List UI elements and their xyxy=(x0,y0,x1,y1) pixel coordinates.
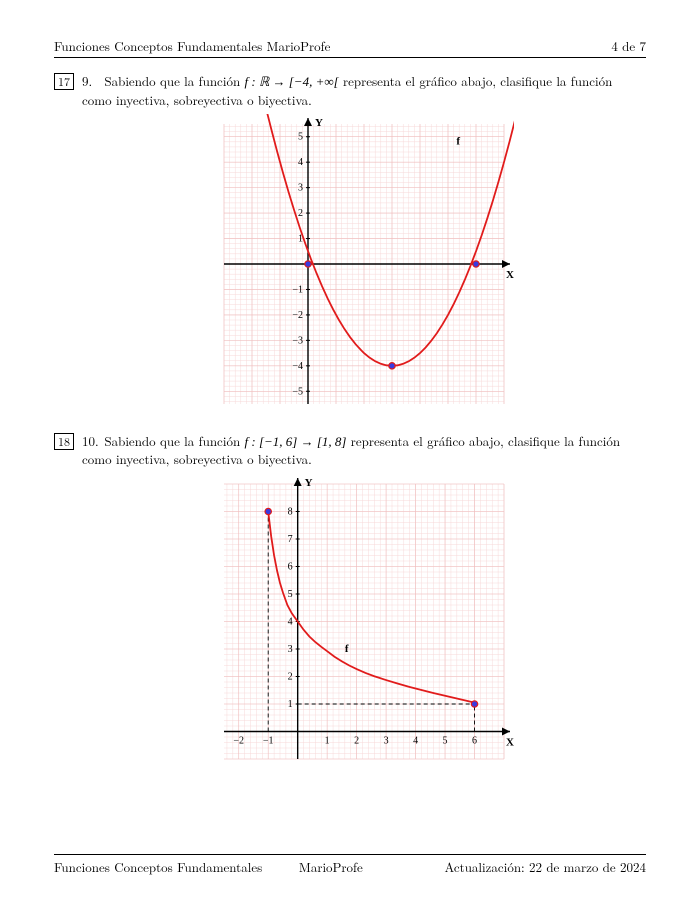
svg-text:8: 8 xyxy=(288,506,293,517)
exercise-17: 17 9. Sabiendo que la función f : ℝ → [−… xyxy=(54,72,646,418)
svg-text:7: 7 xyxy=(288,534,293,545)
svg-text:4: 4 xyxy=(298,157,303,168)
svg-text:−2: −2 xyxy=(292,310,303,321)
svg-text:2: 2 xyxy=(288,671,293,682)
chart-parabola: −5−4−3−2−112345XYf xyxy=(214,114,514,414)
svg-text:−4: −4 xyxy=(292,361,303,372)
exercise-text-a: Sabiendo que la función xyxy=(104,431,244,450)
svg-text:X: X xyxy=(506,269,514,281)
exercise-body: 10. Sabiendo que la función f : [−1, 6] … xyxy=(82,432,646,773)
exercise-number: 9. xyxy=(82,72,100,90)
svg-text:3: 3 xyxy=(288,644,293,655)
svg-text:3: 3 xyxy=(384,735,389,746)
svg-text:6: 6 xyxy=(472,735,477,746)
page-header: Funciones Conceptos Fundamentales MarioP… xyxy=(54,36,646,58)
svg-text:6: 6 xyxy=(288,561,293,572)
svg-text:5: 5 xyxy=(298,132,303,143)
svg-text:2: 2 xyxy=(354,735,359,746)
footer-right: Actualización: 22 de marzo de 2024 xyxy=(444,857,646,876)
function-def: f : ℝ → [−4, +∞[ xyxy=(245,74,339,89)
svg-text:−1: −1 xyxy=(292,285,303,296)
svg-text:−2: −2 xyxy=(233,735,244,746)
exercise-text-a: Sabiendo que la función xyxy=(104,71,244,90)
chart-reciprocal: −2 −1 1 2 3 4 5 6 1 2 3 4 5 6 7 8 X Yf xyxy=(214,474,514,769)
svg-text:f: f xyxy=(456,135,460,147)
svg-text:Y: Y xyxy=(315,117,323,129)
video-ref-box: 17 xyxy=(54,73,74,90)
svg-text:Y: Y xyxy=(305,477,313,489)
exercise-number: 10. xyxy=(82,432,100,450)
svg-text:−3: −3 xyxy=(292,335,303,346)
chart-2-wrap: −2 −1 1 2 3 4 5 6 1 2 3 4 5 6 7 8 X Yf xyxy=(82,474,646,773)
svg-text:4: 4 xyxy=(288,616,293,627)
svg-text:1: 1 xyxy=(325,735,330,746)
svg-text:3: 3 xyxy=(298,183,303,194)
footer-mid: MarioProfe xyxy=(299,857,363,876)
svg-text:X: X xyxy=(506,736,514,748)
svg-text:5: 5 xyxy=(443,735,448,746)
svg-text:−5: −5 xyxy=(292,386,303,397)
page-footer: Funciones Conceptos Fundamentales MarioP… xyxy=(54,854,646,876)
header-left: Funciones Conceptos Fundamentales MarioP… xyxy=(54,36,330,55)
exercise-18: 18 10. Sabiendo que la función f : [−1, … xyxy=(54,432,646,773)
header-right: 4 de 7 xyxy=(611,36,646,55)
function-def: f : [−1, 6] → [1, 8] xyxy=(245,434,347,449)
svg-text:−1: −1 xyxy=(263,735,274,746)
page: Funciones Conceptos Fundamentales MarioP… xyxy=(0,0,700,906)
chart-1-wrap: −5−4−3−2−112345XYf xyxy=(82,114,646,418)
svg-text:2: 2 xyxy=(298,208,303,219)
exercise-body: 9. Sabiendo que la función f : ℝ → [−4, … xyxy=(82,72,646,418)
svg-text:5: 5 xyxy=(288,589,293,600)
svg-text:4: 4 xyxy=(413,735,418,746)
video-ref-box: 18 xyxy=(54,433,74,450)
svg-text:1: 1 xyxy=(288,699,293,710)
svg-text:f: f xyxy=(345,642,349,654)
footer-left: Funciones Conceptos Fundamentales xyxy=(54,857,262,876)
